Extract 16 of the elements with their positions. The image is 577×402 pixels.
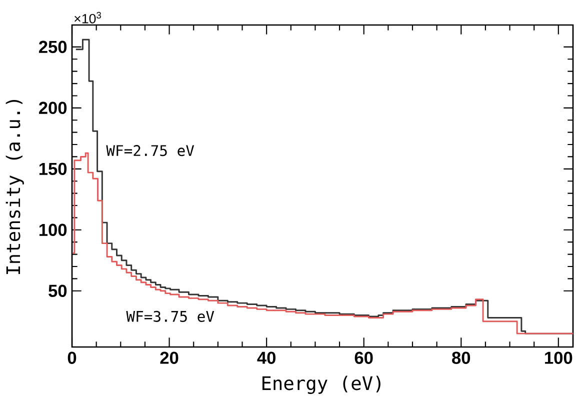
x-tick-label: 60 [354,352,373,364]
x-tick-label: 80 [452,352,470,364]
annotation: WF=2.75 eV [106,145,194,156]
y-tick-label: 150 [39,162,67,176]
x-tick-label: 100 [545,352,572,364]
y-tick-label: 50 [48,284,67,298]
text: ×10$^{3}$ [74,12,101,24]
x-axis-title: Energy (eV) [262,376,380,394]
x-tick-label: 0 [68,352,76,364]
x-tick-label: 40 [257,352,276,364]
y-axis-title: Intensity (a.u.) [6,100,24,274]
x-tick-label: 20 [160,352,178,364]
y-tick-label: 200 [38,102,67,114]
y-tick-label: 100 [39,224,67,236]
annotation: WF=3.75 eV [126,310,214,322]
y-tick-label: 250 [38,40,67,54]
